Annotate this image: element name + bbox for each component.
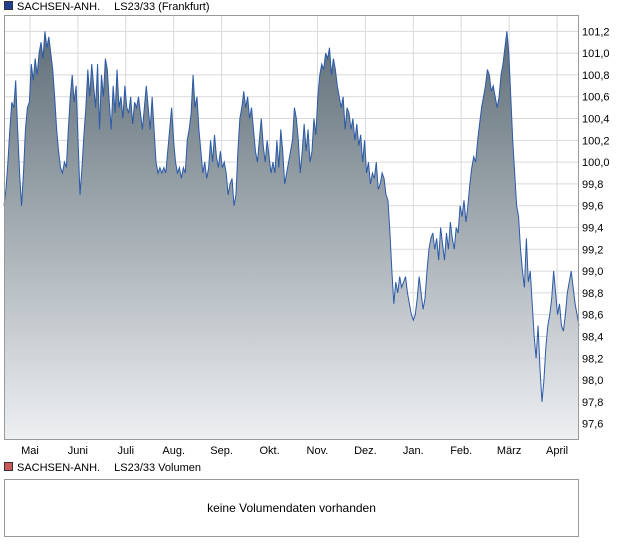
x-tick-label: Feb. (450, 445, 472, 457)
y-tick-label: 100,8 (582, 70, 610, 82)
x-tick-label: Okt. (259, 445, 279, 457)
y-tick-label: 98,2 (582, 353, 603, 365)
x-tick-label: Sep. (210, 445, 233, 457)
y-tick-label: 98,4 (582, 331, 603, 343)
price-legend-name: SACHSEN-ANH. (17, 1, 101, 13)
y-tick-label: 101,2 (582, 26, 610, 38)
price-legend: SACHSEN-ANH. LS23/33 (Frankfurt) (4, 0, 210, 14)
y-tick-label: 100,0 (582, 157, 610, 169)
volume-empty-message: keine Volumendaten vorhanden (207, 501, 376, 515)
y-tick-label: 98,6 (582, 310, 603, 322)
y-tick-label: 101,0 (582, 48, 610, 60)
y-tick-label: 100,4 (582, 114, 610, 126)
x-tick-label: Mai (21, 445, 39, 457)
x-tick-label: Dez. (354, 445, 377, 457)
price-legend-swatch (4, 1, 13, 10)
y-tick-label: 100,2 (582, 135, 610, 147)
price-legend-instrument: LS23/33 (Frankfurt) (114, 1, 210, 13)
y-axis: 101,2 101,0 100,8 100,6 100,4 100,2 100,0 99,8 9… (582, 26, 610, 430)
y-tick-label: 99,0 (582, 266, 603, 278)
volume-panel: keine Volumendaten vorhanden (4, 479, 579, 537)
price-line (3, 31, 580, 402)
x-tick-label: Jan. (403, 445, 424, 457)
y-tick-label: 98,8 (582, 288, 603, 300)
y-tick-label: 98,0 (582, 375, 603, 387)
y-tick-label: 97,6 (582, 419, 603, 431)
volume-legend-swatch (4, 462, 13, 471)
x-tick-label: Nov. (307, 445, 329, 457)
price-chart: 101,2 101,0 100,8 100,6 100,4 100,2 100,0 99,8 9… (3, 15, 610, 457)
plot-frame (4, 15, 579, 440)
volume-legend: SACHSEN-ANH. LS23/33 Volumen (4, 461, 201, 475)
x-tick-label: Aug. (162, 445, 185, 457)
price-area (4, 31, 579, 440)
x-tick-label: Juli (118, 445, 135, 457)
y-tick-label: 99,6 (582, 201, 603, 213)
y-tick-label: 99,8 (582, 179, 603, 191)
y-tick-label: 97,8 (582, 397, 603, 409)
y-tick-label: 99,2 (582, 244, 603, 256)
y-tick-label: 99,4 (582, 223, 603, 235)
volume-legend-name: SACHSEN-ANH. (17, 462, 101, 474)
volume-legend-instrument: LS23/33 Volumen (114, 462, 201, 474)
x-axis: Mai Juni Juli Aug. Sep. Okt. Nov. Dez. Jan. Feb. M… (21, 445, 568, 457)
y-tick-label: 100,6 (582, 92, 610, 104)
x-tick-label: März (497, 445, 521, 457)
x-tick-label: April (546, 445, 568, 457)
x-tick-label: Juni (68, 445, 88, 457)
